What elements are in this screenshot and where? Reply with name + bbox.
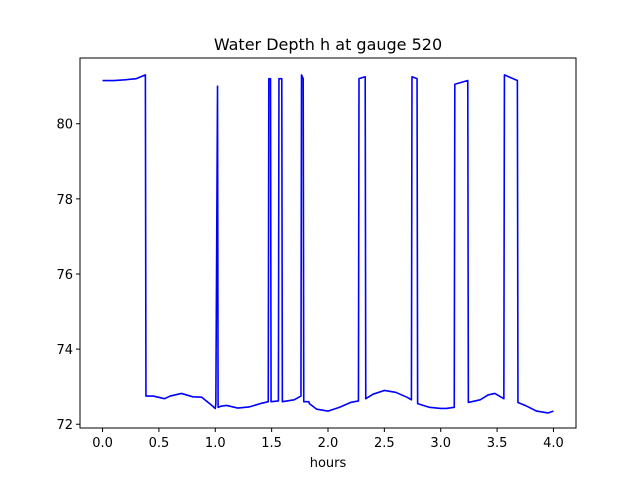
- x-tick-label: 1.0: [205, 436, 226, 451]
- x-tick-label: 1.5: [261, 436, 282, 451]
- y-tick-label: 72: [56, 418, 73, 433]
- x-tick-label: 0.5: [149, 436, 170, 451]
- x-axis-label: hours: [310, 456, 347, 471]
- x-tick-label: 3.5: [487, 436, 508, 451]
- y-tick-label: 76: [56, 268, 73, 283]
- axes-frame: [79, 57, 577, 429]
- x-tick-label: 0.0: [92, 436, 113, 451]
- chart-title: Water Depth h at gauge 520: [214, 35, 442, 54]
- series-line-0: [102, 74, 554, 414]
- y-tick-label: 78: [56, 193, 73, 208]
- y-tick-label: 80: [56, 118, 73, 133]
- y-axis-ticks: 72 74 76 78 80: [56, 118, 80, 433]
- x-tick-label: 2.5: [374, 436, 395, 451]
- y-tick-label: 74: [56, 343, 73, 358]
- plot-area: [102, 74, 554, 414]
- x-tick-label: 2.0: [318, 436, 339, 451]
- x-tick-label: 4.0: [543, 436, 564, 451]
- x-axis-ticks: 0.0 0.5 1.0 1.5 2.0 2.5 3.0 3.5 4.0: [92, 428, 564, 451]
- x-tick-label: 3.0: [430, 436, 451, 451]
